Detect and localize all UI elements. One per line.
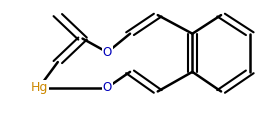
Text: O: O: [103, 81, 112, 94]
Text: Hg: Hg: [30, 81, 48, 94]
Text: O: O: [103, 46, 112, 59]
